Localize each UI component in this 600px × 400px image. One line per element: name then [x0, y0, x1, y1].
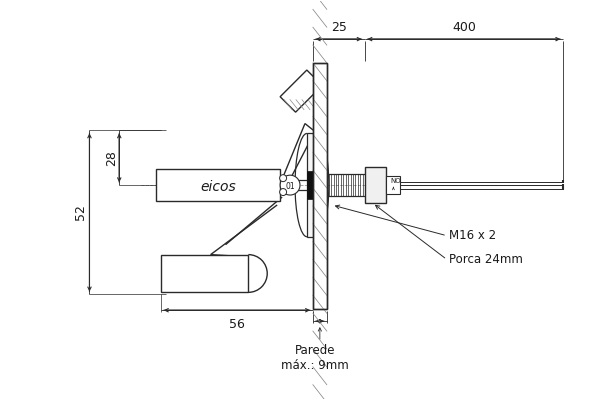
Circle shape [280, 188, 287, 196]
Bar [386, 176, 400, 194]
Bar [307, 134, 317, 237]
Circle shape [280, 175, 287, 182]
Polygon shape [365, 167, 386, 203]
Text: M16 x 2: M16 x 2 [449, 229, 496, 242]
Circle shape [280, 175, 300, 195]
Text: 400: 400 [452, 21, 476, 34]
Bar [313, 63, 327, 309]
Bar [156, 169, 280, 201]
Text: 56: 56 [229, 318, 245, 331]
Text: 52: 52 [74, 204, 87, 220]
Text: eicos: eicos [200, 180, 236, 194]
Text: NO: NO [391, 178, 401, 184]
Text: 01: 01 [285, 182, 295, 190]
Text: Porca 24mm: Porca 24mm [449, 253, 523, 266]
Text: 25: 25 [331, 21, 347, 34]
Bar [307, 171, 313, 199]
Text: Parede
máx.: 9mm: Parede máx.: 9mm [281, 344, 349, 372]
Bar [313, 63, 327, 309]
Text: 28: 28 [105, 150, 118, 166]
Bar [280, 70, 322, 112]
Bar [161, 255, 248, 292]
